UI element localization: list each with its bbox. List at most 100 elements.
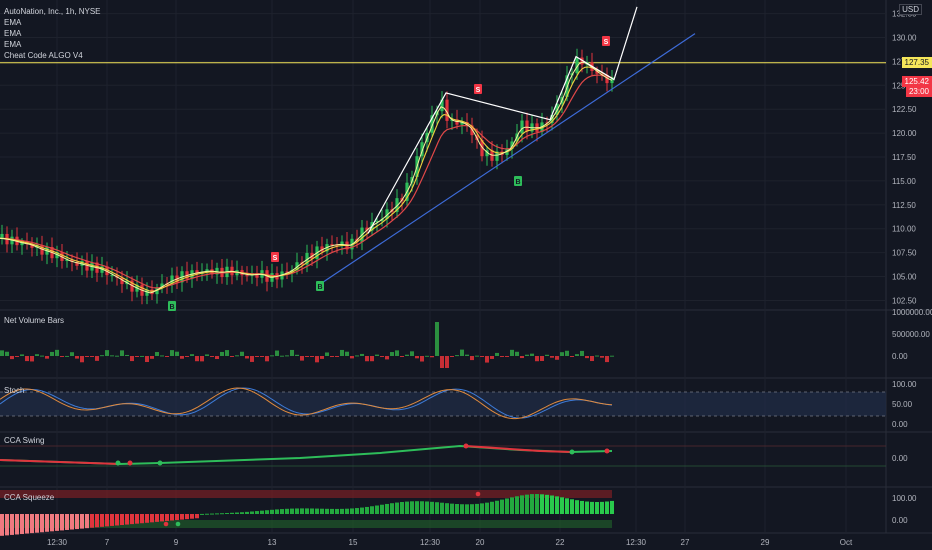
squeeze-bar — [575, 500, 579, 514]
net-volume-bar — [120, 350, 124, 356]
time-tick-label: 7 — [105, 538, 110, 547]
squeeze-bar — [135, 514, 139, 524]
squeeze-bar — [220, 513, 224, 515]
swing-dot — [115, 460, 121, 466]
time-tick-label: Oct — [840, 538, 853, 547]
indicator-ema-1[interactable]: EMA — [4, 18, 22, 27]
squeeze-bar — [535, 494, 539, 514]
squeeze-bar — [360, 507, 364, 514]
squeeze-bar — [230, 512, 234, 514]
net-volume-bar — [235, 355, 239, 357]
net-volume-bar — [245, 356, 249, 359]
net-volume-bar — [220, 351, 224, 356]
candle-body — [155, 288, 159, 295]
net-volume-bar — [415, 356, 419, 359]
pane-title-volume[interactable]: Net Volume Bars — [4, 316, 65, 325]
candle-body — [110, 275, 114, 277]
price-pane[interactable]: S S S B B B — [0, 6, 886, 311]
squeeze-bar — [470, 504, 474, 514]
net-volume-bar — [365, 356, 369, 362]
squeeze-bar — [55, 514, 59, 531]
chart-grid — [0, 0, 932, 534]
candle-body — [385, 209, 389, 219]
squeeze-tick-label: 100.00 — [892, 494, 917, 503]
candle-body — [375, 220, 379, 223]
squeeze-bar — [185, 514, 189, 520]
net-volume-bar — [460, 349, 464, 356]
net-volume-bar — [515, 351, 519, 356]
squeeze-bar — [385, 503, 389, 514]
sell-signal-label: S — [604, 39, 609, 46]
candle-body — [305, 252, 309, 265]
candle-body — [365, 227, 369, 231]
trend-line — [319, 33, 696, 285]
net-volume-bar — [100, 355, 104, 357]
net-volume-bar — [490, 356, 494, 359]
squeeze-bar — [540, 494, 544, 514]
swing-dot — [604, 448, 610, 454]
squeeze-bar — [50, 514, 54, 532]
symbol-title[interactable]: AutoNation, Inc., 1h, NYSE — [4, 7, 101, 16]
cca-squeeze-pane[interactable] — [0, 490, 614, 536]
pane-title-swing[interactable]: CCA Swing — [4, 436, 45, 445]
squeeze-bar — [10, 514, 14, 535]
squeeze-bar — [510, 497, 514, 514]
squeeze-bar — [145, 514, 149, 523]
squeeze-bar — [235, 512, 239, 514]
squeeze-tick-label: 0.00 — [892, 516, 908, 525]
currency-button[interactable]: USD — [899, 4, 922, 15]
squeeze-bar — [525, 494, 529, 514]
net-volume-pane[interactable] — [0, 322, 614, 368]
indicator-ema-2[interactable]: EMA — [4, 29, 22, 38]
squeeze-bar — [410, 501, 414, 514]
squeeze-bar — [610, 500, 614, 514]
squeeze-bar — [390, 503, 394, 514]
squeeze-bar — [320, 508, 324, 514]
net-volume-bar — [160, 355, 164, 357]
candle-body — [0, 233, 4, 239]
squeeze-bar — [405, 501, 409, 514]
squeeze-bar — [520, 495, 524, 514]
net-volume-bar — [35, 354, 39, 356]
squeeze-bar — [270, 509, 274, 514]
candle-body — [495, 151, 499, 161]
squeeze-bar — [515, 496, 519, 514]
stoch-pane[interactable] — [0, 387, 886, 420]
net-volume-bar — [80, 356, 84, 363]
net-volume-bar — [130, 356, 134, 362]
net-volume-bar — [320, 356, 324, 359]
cca-swing-pane[interactable] — [0, 443, 886, 467]
candle-body — [170, 275, 174, 286]
candle-body — [80, 261, 84, 266]
candle-body — [215, 267, 219, 275]
net-volume-bar — [445, 356, 449, 368]
price-tick-label: 120.00 — [892, 129, 917, 138]
squeeze-bar — [290, 508, 294, 514]
squeeze-bar — [115, 514, 119, 526]
net-volume-bar — [175, 351, 179, 356]
net-volume-bar — [470, 356, 474, 361]
squeeze-bar — [60, 514, 64, 531]
net-volume-bar — [90, 356, 94, 357]
candle-body — [120, 277, 124, 285]
indicator-cheat-code[interactable]: Cheat Code ALGO V4 — [4, 51, 83, 60]
net-volume-bar — [50, 351, 54, 356]
indicator-ema-3[interactable]: EMA — [4, 40, 22, 49]
net-volume-bar — [550, 356, 554, 358]
net-volume-bar — [410, 351, 414, 356]
pane-title-squeeze[interactable]: CCA Squeeze — [4, 493, 55, 502]
squeeze-bar — [5, 514, 9, 536]
squeeze-bar — [180, 514, 184, 520]
candle-body — [395, 198, 399, 212]
candle-body — [485, 150, 489, 157]
net-volume-bar — [305, 356, 309, 357]
stoch-band — [0, 392, 886, 416]
squeeze-bar — [490, 501, 494, 514]
squeeze-bar — [435, 502, 439, 514]
net-volume-bar — [400, 356, 404, 357]
net-volume-bar — [250, 356, 254, 362]
pane-title-stoch[interactable]: Stoch — [4, 386, 25, 395]
squeeze-bar — [240, 512, 244, 514]
candle-body — [595, 70, 599, 74]
